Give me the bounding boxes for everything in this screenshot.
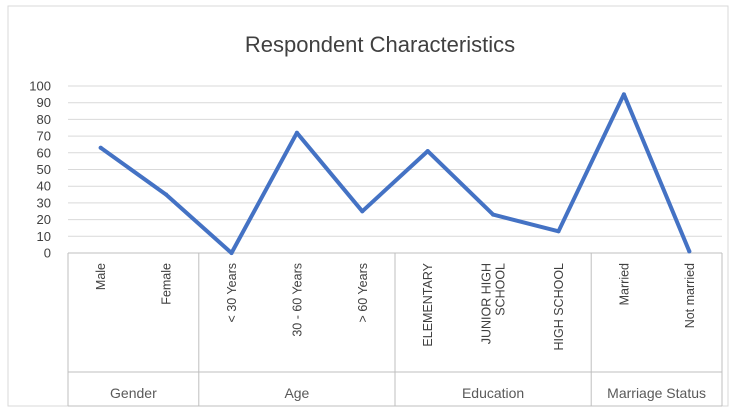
category-axis: Gender Age Education Marriage Status Male Fem…	[67, 252, 723, 407]
data-point	[556, 229, 561, 234]
category-label-line: > 60 Years	[356, 263, 370, 322]
data-point	[360, 209, 365, 214]
category-label: Male	[94, 263, 108, 290]
data-point	[687, 249, 692, 254]
category-label-line: JUNIOR HIGH	[480, 263, 494, 344]
data-point	[164, 192, 169, 197]
y-tick-label: 50	[37, 162, 51, 177]
category-label: < 30 Years	[225, 263, 239, 322]
group-label: Education	[462, 385, 524, 401]
group-label: Gender	[110, 385, 157, 401]
y-tick-label: 0	[44, 246, 51, 261]
category-label-line: Not married	[683, 263, 697, 328]
data-point	[491, 212, 496, 217]
y-tick-label: 70	[37, 129, 51, 144]
category-label-line: ELEMENTARY	[421, 262, 435, 346]
category-label: JUNIOR HIGHSCHOOL	[480, 263, 508, 344]
y-tick-label: 30	[37, 195, 51, 210]
category-label: Not married	[683, 263, 697, 328]
category-label: > 60 Years	[356, 263, 370, 322]
chart-title: Respondent Characteristics	[245, 32, 515, 57]
y-tick-label: 60	[37, 145, 51, 160]
group-label: Age	[284, 385, 309, 401]
y-tick-label: 10	[37, 229, 51, 244]
category-label-line: 30 - 60 Years	[290, 263, 304, 337]
y-tick-label: 20	[37, 212, 51, 227]
category-label: 30 - 60 Years	[290, 263, 304, 337]
category-label: HIGH SCHOOL	[552, 263, 566, 351]
y-tick-label: 90	[37, 95, 51, 110]
category-label: Female	[160, 263, 174, 305]
data-point	[425, 149, 430, 154]
category-label-line: HIGH SCHOOL	[552, 263, 566, 351]
data-point	[229, 251, 234, 255]
series-layer	[98, 92, 692, 255]
category-label-line: < 30 Years	[225, 263, 239, 322]
y-tick-label: 100	[29, 79, 51, 94]
y-tick-label: 40	[37, 179, 51, 194]
category-label-line: Married	[617, 263, 631, 305]
category-label-line: SCHOOL	[494, 263, 508, 316]
data-point	[294, 130, 299, 135]
y-tick-label: 80	[37, 112, 51, 127]
data-point	[621, 92, 626, 97]
data-point	[98, 145, 103, 150]
series-line	[98, 92, 692, 255]
category-label-line: Female	[160, 263, 174, 305]
category-label-line: Male	[94, 263, 108, 290]
group-label: Marriage Status	[607, 385, 706, 401]
category-label: ELEMENTARY	[421, 262, 435, 346]
category-label: Married	[617, 263, 631, 305]
